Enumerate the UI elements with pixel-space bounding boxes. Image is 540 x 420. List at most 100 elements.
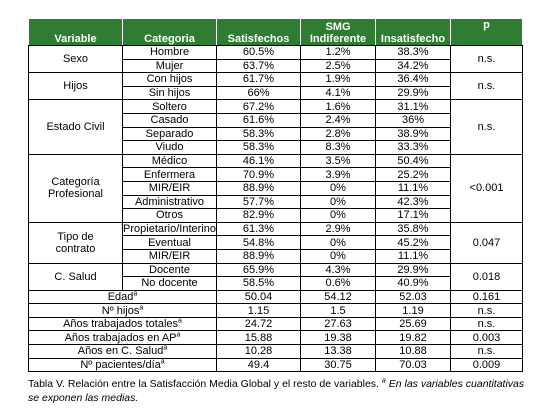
value-cell: 4.1%: [300, 85, 376, 101]
quant-label: Nº hijos: [101, 304, 140, 317]
value-cell: 2.9%: [300, 221, 376, 237]
value-cell: 50.4%: [375, 153, 451, 169]
value-cell: 82.9%: [216, 208, 301, 223]
quant-label-cell: Años en C. Saluda: [28, 344, 217, 359]
header-cell: Categoria: [122, 18, 217, 46]
value-cell: 31.1%: [375, 99, 451, 114]
category-cell: Casado: [122, 112, 217, 128]
row: Estado Civil Soltero 67.2% 1.6% 31.1% n.s.: [28, 99, 523, 155]
header-cell: SMG Indiferente: [300, 18, 376, 46]
p-cell: 0.161: [450, 289, 523, 305]
value-cell: 15.88: [216, 330, 301, 346]
value-cell: 10.88: [375, 344, 451, 359]
category-cell: Mujer: [122, 58, 217, 74]
value-cell: 88.9%: [216, 248, 301, 264]
category-cell: Propietario/Interino: [122, 221, 217, 237]
value-cell: 11.1%: [375, 180, 451, 196]
value-cell: 38.9%: [375, 126, 451, 142]
value-cell: 29.9%: [375, 85, 451, 101]
row: C. Salud Docente 65.9% 4.3% 29.9% 0.018: [28, 262, 523, 291]
row: Otros 82.9% 0% 17.1%: [29, 208, 523, 223]
category-cell: MIR/EIR: [122, 180, 217, 196]
category-cell: No docente: [122, 276, 217, 291]
category-cell: Otros: [122, 208, 217, 223]
category-cell: Docente: [122, 262, 217, 278]
value-cell: 61.7%: [216, 72, 301, 87]
row: Sexo Hombre 60.5% 1.2% 38.3% n.s.: [28, 44, 523, 74]
value-cell: 46.1%: [216, 153, 301, 169]
value-cell: 3.5%: [300, 153, 376, 169]
table: Variable Categoria Satisfechos SMG Indifere…: [28, 18, 523, 373]
value-cell: 27.63: [300, 316, 376, 332]
value-cell: 66%: [216, 85, 301, 101]
p-cell: n.s.: [450, 99, 523, 155]
value-cell: 0%: [300, 208, 376, 223]
p-cell: n.s.: [450, 44, 523, 74]
row: Nº hijosa 1.15 1.5 1.19 n.s.: [28, 303, 523, 318]
row: MIR/EIR 88.9% 0% 11.1%: [29, 180, 523, 196]
value-cell: 67.2%: [216, 99, 301, 114]
category-cell: MIR/EIR: [122, 248, 217, 264]
value-cell: 42.3%: [375, 194, 451, 210]
value-cell: 70.9%: [216, 167, 301, 182]
category-cell: Separado: [122, 126, 217, 142]
value-cell: 0%: [300, 248, 376, 264]
table-wrap: Variable Categoria Satisfechos SMG Indifere…: [28, 18, 523, 373]
value-cell: 29.9%: [375, 262, 451, 278]
category-cell: Hombre: [122, 45, 217, 60]
value-cell: 57.7%: [216, 194, 301, 210]
value-cell: 2.4%: [300, 112, 376, 128]
p-cell: 0.003: [450, 330, 523, 346]
value-cell: 3.9%: [300, 167, 376, 182]
category-cell: Viudo: [122, 140, 217, 155]
quant-label-cell: Edada: [28, 289, 217, 305]
value-cell: 58.3%: [216, 126, 301, 142]
p-cell: n.s.: [450, 344, 523, 359]
value-cell: 2.5%: [300, 58, 376, 74]
value-cell: 52.03: [375, 289, 451, 305]
value-cell: 1.9%: [300, 72, 376, 87]
p-cell: n.s.: [450, 72, 523, 101]
value-cell: 10.28: [216, 344, 301, 359]
p-cell: 0.047: [450, 221, 523, 264]
caption: Tabla V. Relación entre la Satisfacción …: [28, 377, 528, 405]
value-cell: 65.9%: [216, 262, 301, 278]
value-cell: 19.82: [375, 330, 451, 346]
note-mark: a: [160, 358, 165, 366]
caption-note-text: En las variables cuantitativas se expone…: [28, 378, 525, 404]
value-cell: 13.38: [300, 344, 376, 359]
value-cell: 1.2%: [300, 45, 376, 60]
row: Categoría Profesional Médico 46.1% 3.5% 50.4…: [28, 153, 523, 223]
note-mark: a: [178, 317, 182, 325]
value-cell: 54.8%: [216, 235, 301, 250]
variable-cell: Sexo: [28, 44, 123, 74]
quant-label: Años trabajados totales: [63, 318, 179, 331]
quant-label-cell: Nº pacientes/díaa: [28, 357, 217, 373]
value-cell: 11.1%: [375, 248, 451, 264]
caption-text: Tabla V. Relación entre la Satisfacción …: [28, 378, 379, 390]
category-cell: Con hijos: [122, 72, 217, 87]
value-cell: 35.8%: [375, 221, 451, 237]
value-cell: 17.1%: [375, 208, 451, 223]
p-cell: 0.009: [450, 357, 523, 373]
value-cell: 1.6%: [300, 99, 376, 114]
header-cell: Variable: [28, 18, 123, 46]
row: Años trabajados en APa 15.88 19.38 19.82 0.0…: [28, 330, 523, 346]
value-cell: 36%: [375, 112, 451, 128]
category-cell: Médico: [122, 153, 217, 169]
header-cell: Insatisfecho: [375, 18, 451, 46]
row: Separado 58.3% 2.8% 38.9%: [29, 126, 523, 142]
row: Años en C. Saluda 10.28 13.38 10.88 n.s.: [28, 344, 523, 359]
value-cell: 61.3%: [216, 221, 301, 237]
value-cell: 8.3%: [300, 140, 376, 155]
category-cell: Eventual: [122, 235, 217, 250]
value-cell: 58.3%: [216, 140, 301, 155]
value-cell: 61.6%: [216, 112, 301, 128]
variable-cell: Hijos: [28, 72, 123, 101]
value-cell: 38.3%: [375, 45, 451, 60]
value-cell: 54.12: [300, 289, 376, 305]
value-cell: 34.2%: [375, 58, 451, 74]
value-cell: 0%: [300, 180, 376, 196]
category-cell: Sin hijos: [122, 85, 217, 101]
